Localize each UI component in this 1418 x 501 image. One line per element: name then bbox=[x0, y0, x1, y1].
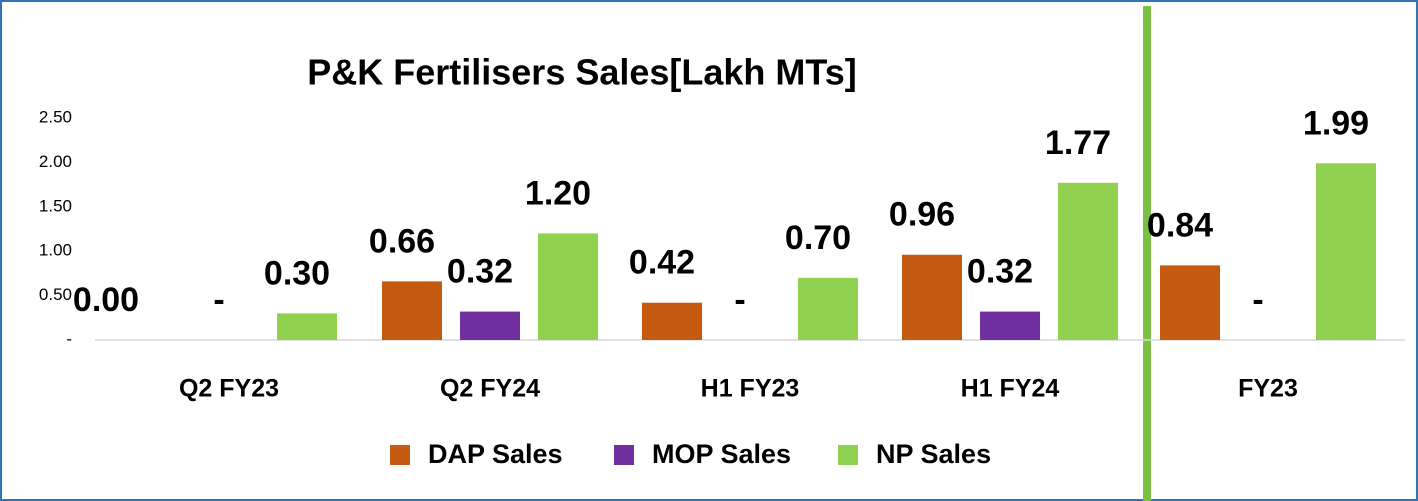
data-label: 0.66 bbox=[369, 222, 435, 260]
legend-swatch bbox=[838, 445, 858, 465]
data-label: 1.77 bbox=[1045, 124, 1111, 162]
y-tick-label: 0.50 bbox=[39, 285, 72, 304]
data-label: 0.00 bbox=[73, 281, 139, 319]
bar bbox=[642, 302, 702, 340]
bar bbox=[902, 254, 962, 340]
legend-label: NP Sales bbox=[876, 439, 991, 469]
x-tick-label: Q2 FY23 bbox=[179, 375, 279, 403]
y-tick-label: 1.50 bbox=[39, 196, 72, 215]
bar bbox=[1316, 163, 1376, 340]
data-label: - bbox=[1252, 281, 1263, 319]
legend-swatch bbox=[390, 445, 410, 465]
bar bbox=[382, 281, 442, 340]
data-label: 1.99 bbox=[1303, 104, 1369, 142]
legend-swatch bbox=[614, 445, 634, 465]
data-label: 0.70 bbox=[785, 219, 851, 257]
data-label: 0.32 bbox=[967, 253, 1033, 291]
data-label: 1.20 bbox=[525, 174, 591, 212]
data-label: 0.30 bbox=[264, 254, 330, 292]
data-label: - bbox=[213, 281, 224, 319]
legend-label: MOP Sales bbox=[652, 439, 791, 469]
data-label: 0.32 bbox=[447, 253, 513, 291]
bar bbox=[980, 311, 1040, 340]
data-label: - bbox=[734, 281, 745, 319]
bar bbox=[460, 311, 520, 340]
divider bbox=[1143, 6, 1151, 501]
bar bbox=[1058, 182, 1118, 340]
legend-label: DAP Sales bbox=[428, 439, 563, 469]
x-tick-label: H1 FY23 bbox=[701, 375, 800, 403]
bar bbox=[1160, 265, 1220, 340]
bar bbox=[798, 277, 858, 340]
y-tick-label: - bbox=[66, 329, 72, 348]
x-tick-label: H1 FY24 bbox=[961, 375, 1060, 403]
data-label: 0.84 bbox=[1147, 206, 1213, 244]
bar bbox=[538, 233, 598, 340]
y-tick-label: 2.00 bbox=[39, 152, 72, 171]
x-tick-label: Q2 FY24 bbox=[440, 375, 540, 403]
data-label: 0.42 bbox=[629, 244, 695, 282]
y-tick-label: 2.50 bbox=[39, 107, 72, 126]
bar bbox=[277, 313, 337, 340]
x-tick-label: FY23 bbox=[1238, 375, 1298, 403]
data-label: 0.96 bbox=[889, 196, 955, 234]
chart-title: P&K Fertilisers Sales[Lakh MTs] bbox=[307, 52, 857, 93]
y-tick-label: 1.00 bbox=[39, 241, 72, 260]
